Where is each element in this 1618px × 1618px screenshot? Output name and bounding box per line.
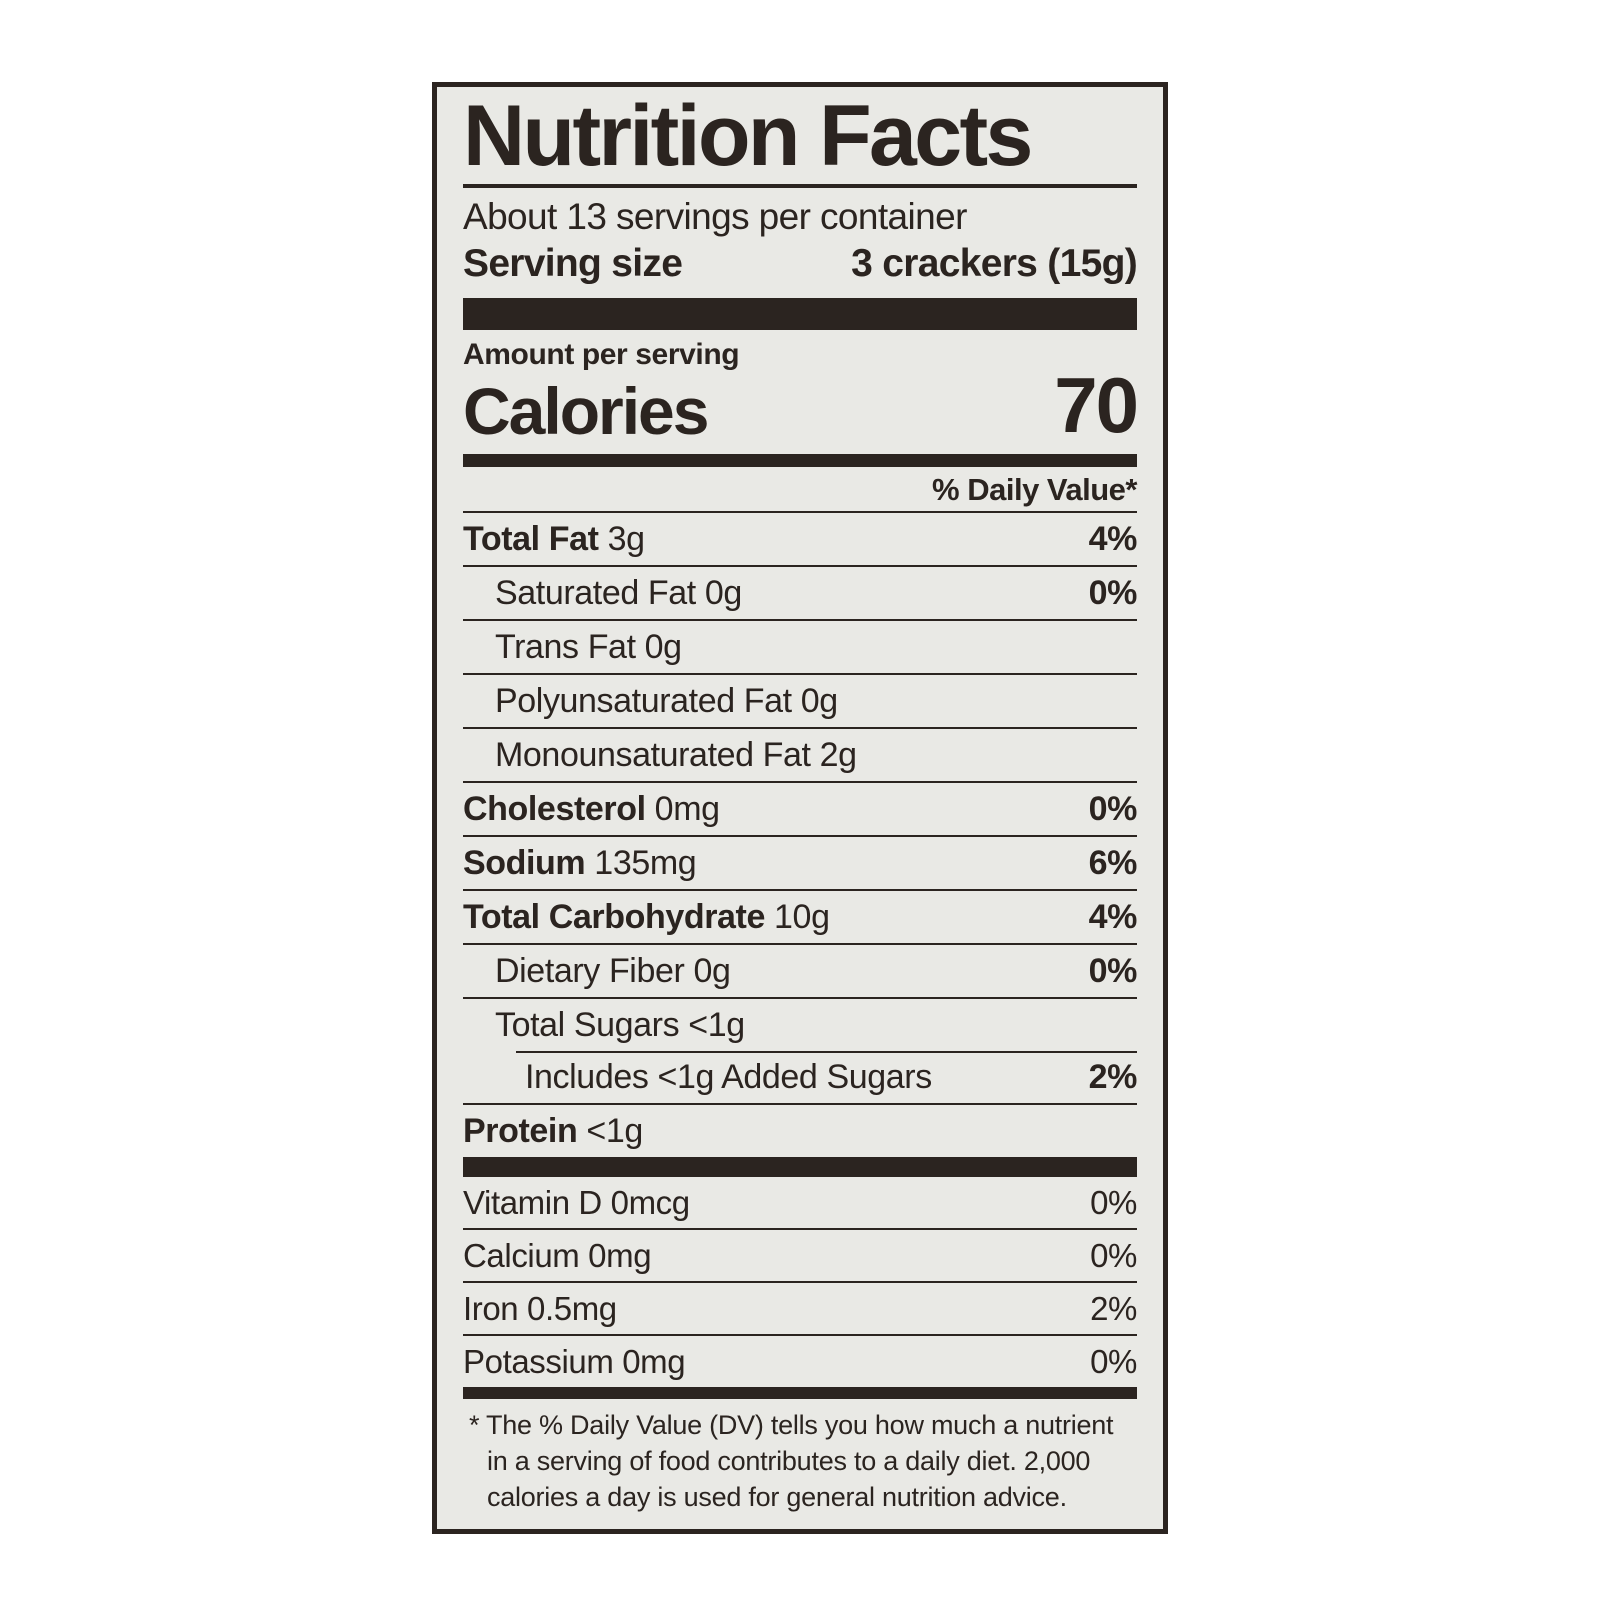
table-row-polyunsaturated-fat: Polyunsaturated Fat 0g	[463, 673, 1137, 727]
daily-value-header: % Daily Value*	[932, 472, 1137, 508]
table-row-cholesterol: Cholesterol 0mg 0%	[463, 781, 1137, 835]
table-row-monounsaturated-fat: Monounsaturated Fat 2g	[463, 727, 1137, 781]
title-divider	[463, 183, 1137, 188]
calories-row: Calories 70	[463, 361, 1139, 450]
amount-per-serving-label: Amount per serving	[463, 338, 740, 372]
protein-name: Protein	[463, 1112, 578, 1151]
polyunsaturated-fat-label: Polyunsaturated Fat 0g	[495, 682, 838, 721]
vitamin-d-label: Vitamin D 0mcg	[463, 1184, 690, 1222]
carbohydrate-name: Total Carbohydrate	[463, 898, 765, 937]
protein-label: Protein <1g	[463, 1114, 643, 1148]
calories-value: 70	[1054, 361, 1139, 450]
table-row-total-fat: Total Fat 3g 4%	[463, 511, 1137, 565]
iron-label: Iron 0.5mg	[463, 1290, 617, 1328]
serving-size-row: Serving size 3 crackers (15g)	[463, 239, 1138, 288]
carbohydrate-label: Total Carbohydrate 10g	[463, 900, 830, 934]
table-row-trans-fat: Trans Fat 0g	[463, 619, 1137, 673]
table-row-potassium: Potassium 0mg 0%	[463, 1334, 1137, 1387]
table-row-iron: Iron 0.5mg 2%	[463, 1281, 1137, 1334]
calcium-label: Calcium 0mg	[463, 1237, 652, 1275]
saturated-fat-percent: 0%	[1088, 574, 1138, 613]
dietary-fiber-label: Dietary Fiber 0g	[495, 952, 731, 991]
calories-label: Calories	[463, 374, 709, 449]
table-row-added-sugars: Includes <1g Added Sugars 2%	[463, 1051, 1137, 1103]
sodium-label: Sodium 135mg	[463, 844, 697, 883]
cholesterol-amount: 0mg	[645, 790, 720, 829]
serving-size-value: 3 crackers (15g)	[851, 241, 1138, 285]
total-fat-percent: 4%	[1088, 520, 1138, 559]
trans-fat-label: Trans Fat 0g	[495, 628, 682, 667]
iron-percent: 2%	[1090, 1290, 1137, 1328]
potassium-label: Potassium 0mg	[463, 1343, 686, 1381]
table-row-protein: Protein <1g	[463, 1103, 1137, 1157]
calcium-percent: 0%	[1090, 1237, 1137, 1275]
dietary-fiber-percent: 0%	[1088, 952, 1138, 991]
vitamin-d-percent: 0%	[1090, 1184, 1137, 1222]
potassium-percent: 0%	[1090, 1343, 1137, 1381]
table-row-dietary-fiber: Dietary Fiber 0g 0%	[463, 943, 1137, 997]
thick-divider-top	[463, 298, 1137, 331]
protein-divider	[463, 1157, 1137, 1178]
total-fat-amount: 3g	[598, 520, 645, 559]
table-row-total-carbohydrate: Total Carbohydrate 10g 4%	[463, 889, 1137, 943]
servings-per-container: About 13 servings per container	[463, 195, 967, 237]
nutrition-facts-label: Nutrition Facts About 13 servings per co…	[432, 82, 1168, 1534]
footnote-divider	[463, 1387, 1137, 1400]
added-sugars-label: Includes <1g Added Sugars	[525, 1058, 932, 1097]
carbohydrate-amount: 10g	[765, 898, 830, 937]
serving-size-label: Serving size	[463, 241, 683, 285]
sodium-percent: 6%	[1088, 844, 1138, 883]
total-fat-name: Total Fat	[463, 520, 599, 559]
saturated-fat-label: Saturated Fat 0g	[495, 574, 742, 613]
cholesterol-percent: 0%	[1088, 790, 1138, 829]
sodium-amount: 135mg	[585, 844, 697, 883]
table-row-saturated-fat: Saturated Fat 0g 0%	[463, 565, 1137, 619]
table-row-vitamin-d: Vitamin D 0mcg 0%	[463, 1177, 1137, 1228]
added-sugars-percent: 2%	[1088, 1058, 1138, 1097]
protein-amount: <1g	[577, 1112, 643, 1151]
monounsaturated-fat-label: Monounsaturated Fat 2g	[495, 736, 857, 775]
total-sugars-label: Total Sugars <1g	[495, 1006, 745, 1045]
sodium-name: Sodium	[463, 844, 586, 883]
carbohydrate-percent: 4%	[1088, 898, 1138, 937]
total-fat-label: Total Fat 3g	[463, 522, 645, 556]
cholesterol-name: Cholesterol	[463, 790, 646, 829]
label-inner: Nutrition Facts About 13 servings per co…	[437, 87, 1163, 1529]
cholesterol-label: Cholesterol 0mg	[463, 792, 720, 826]
table-row-calcium: Calcium 0mg 0%	[463, 1228, 1137, 1281]
table-row-sodium: Sodium 135mg 6%	[463, 835, 1137, 889]
page-title: Nutrition Facts	[463, 88, 1033, 184]
table-row-total-sugars: Total Sugars <1g	[463, 997, 1137, 1051]
daily-value-footnote: * The % Daily Value (DV) tells you how m…	[469, 1410, 1114, 1512]
calories-divider	[463, 454, 1137, 468]
